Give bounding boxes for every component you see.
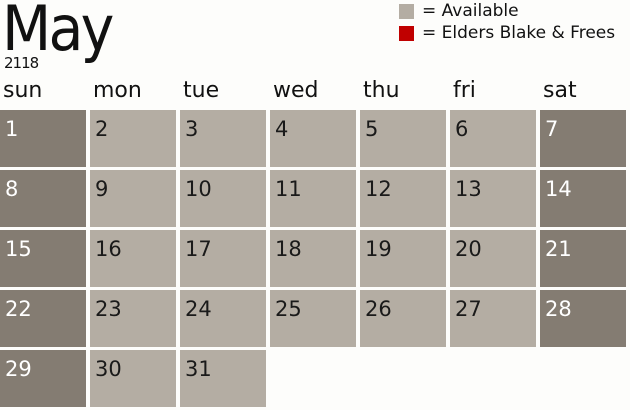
day-cell[interactable]: 25: [270, 290, 356, 347]
day-cell[interactable]: 27: [450, 290, 536, 347]
day-cell[interactable]: 29: [0, 350, 86, 407]
day-cell[interactable]: 17: [180, 230, 266, 287]
year-label: 2118: [4, 54, 39, 72]
day-cell[interactable]: 20: [450, 230, 536, 287]
month-title: May: [2, 0, 114, 65]
weekday-header-fri: fri: [453, 78, 476, 103]
day-cell[interactable]: 15: [0, 230, 86, 287]
legend-item-elders: = Elders Blake & Frees: [399, 22, 615, 44]
day-cell[interactable]: 24: [180, 290, 266, 347]
day-cell[interactable]: 18: [270, 230, 356, 287]
day-cell[interactable]: 1: [0, 110, 86, 167]
day-cell[interactable]: 7: [540, 110, 626, 167]
swatch-elders: [399, 25, 414, 41]
swatch-available: [399, 3, 414, 19]
day-cell[interactable]: 22: [0, 290, 86, 347]
legend-item-available: = Available: [399, 0, 615, 22]
legend-label: = Available: [422, 1, 519, 21]
day-cell[interactable]: 28: [540, 290, 626, 347]
day-cell[interactable]: 21: [540, 230, 626, 287]
day-cell[interactable]: 10: [180, 170, 266, 227]
day-cell[interactable]: 5: [360, 110, 446, 167]
day-cell[interactable]: 8: [0, 170, 86, 227]
day-cell[interactable]: 26: [360, 290, 446, 347]
weekday-header-mon: mon: [93, 78, 142, 103]
day-cell[interactable]: 2: [90, 110, 176, 167]
day-cell[interactable]: 31: [180, 350, 266, 407]
weekday-header-wed: wed: [273, 78, 319, 103]
weekday-header-sun: sun: [3, 78, 43, 103]
day-cell[interactable]: 4: [270, 110, 356, 167]
day-cell[interactable]: 14: [540, 170, 626, 227]
day-cell[interactable]: 30: [90, 350, 176, 407]
day-cell[interactable]: 23: [90, 290, 176, 347]
day-cell[interactable]: 19: [360, 230, 446, 287]
legend: = Available = Elders Blake & Frees: [399, 0, 615, 44]
day-cell[interactable]: 16: [90, 230, 176, 287]
day-cell[interactable]: 9: [90, 170, 176, 227]
day-cell[interactable]: 12: [360, 170, 446, 227]
day-cell[interactable]: 13: [450, 170, 536, 227]
legend-label: = Elders Blake & Frees: [422, 23, 616, 43]
day-cell[interactable]: 3: [180, 110, 266, 167]
weekday-header-tue: tue: [183, 78, 220, 103]
weekday-header-sat: sat: [543, 78, 577, 103]
weekday-header-thu: thu: [363, 78, 400, 103]
day-cell[interactable]: 6: [450, 110, 536, 167]
day-cell[interactable]: 11: [270, 170, 356, 227]
